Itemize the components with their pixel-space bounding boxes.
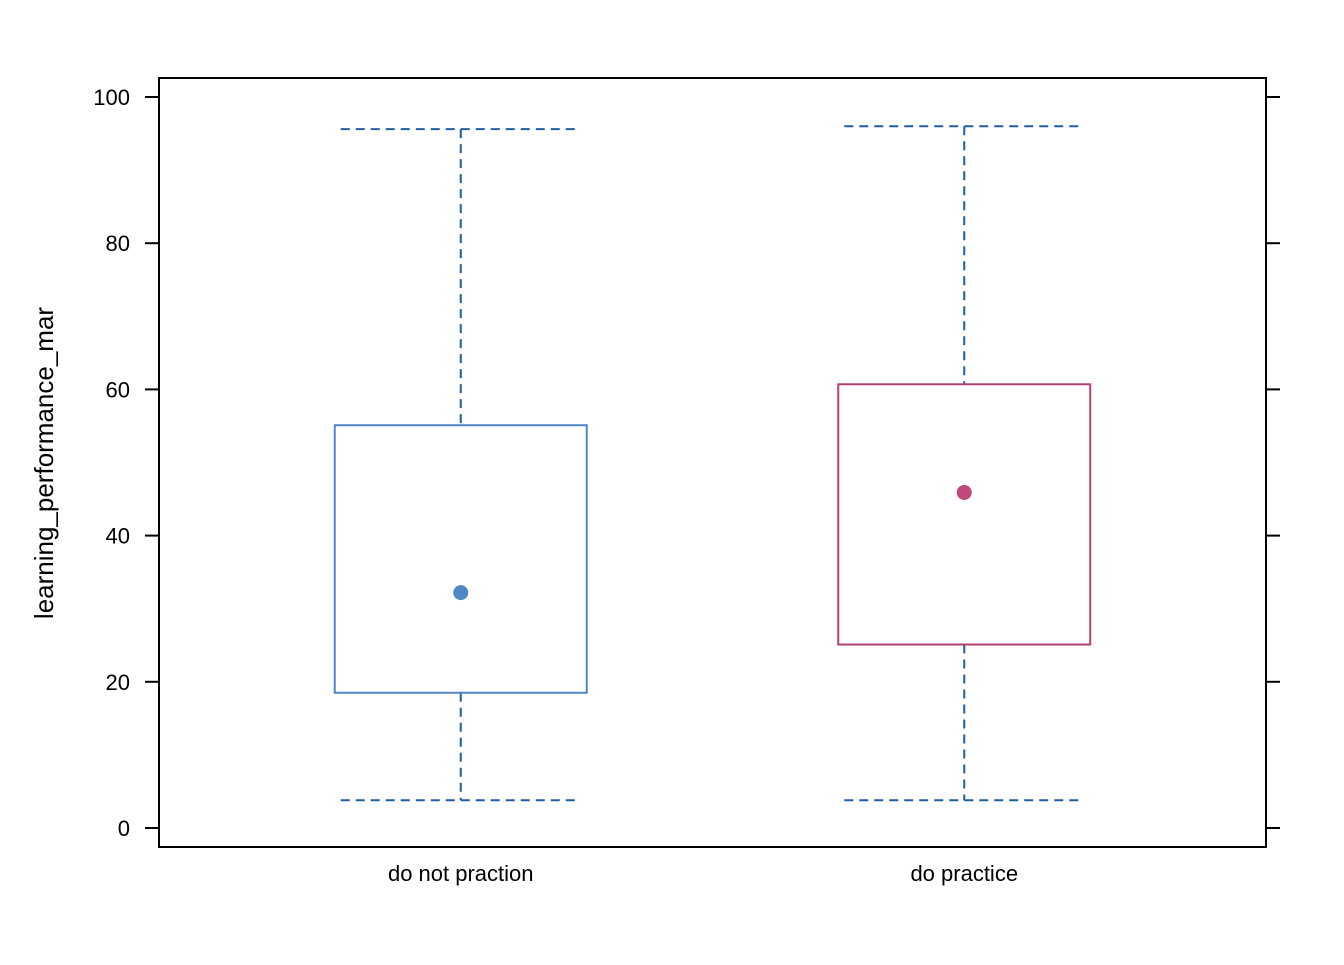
x-axis: do not praction do practice (388, 861, 1018, 886)
box-iqr (837, 383, 1092, 646)
y-axis-label: learning_performance_mar (29, 307, 59, 620)
y-tick-label: 40 (106, 524, 130, 549)
y-tick-label: 80 (106, 231, 130, 256)
median-point (956, 484, 972, 500)
box-group (837, 125, 1092, 802)
y-axis: 0 20 40 60 80 100 (93, 85, 1280, 841)
box-group (333, 128, 588, 802)
y-tick-label: 0 (118, 816, 130, 841)
median-point (453, 585, 469, 601)
y-tick-label: 100 (93, 85, 130, 110)
x-category-label: do not praction (388, 861, 534, 886)
plot-frame (158, 77, 1267, 848)
boxes-layer (333, 125, 1092, 802)
x-category-label: do practice (910, 861, 1018, 886)
y-tick-label: 60 (106, 377, 130, 402)
y-tick-label: 20 (106, 670, 130, 695)
box-iqr (333, 424, 588, 694)
